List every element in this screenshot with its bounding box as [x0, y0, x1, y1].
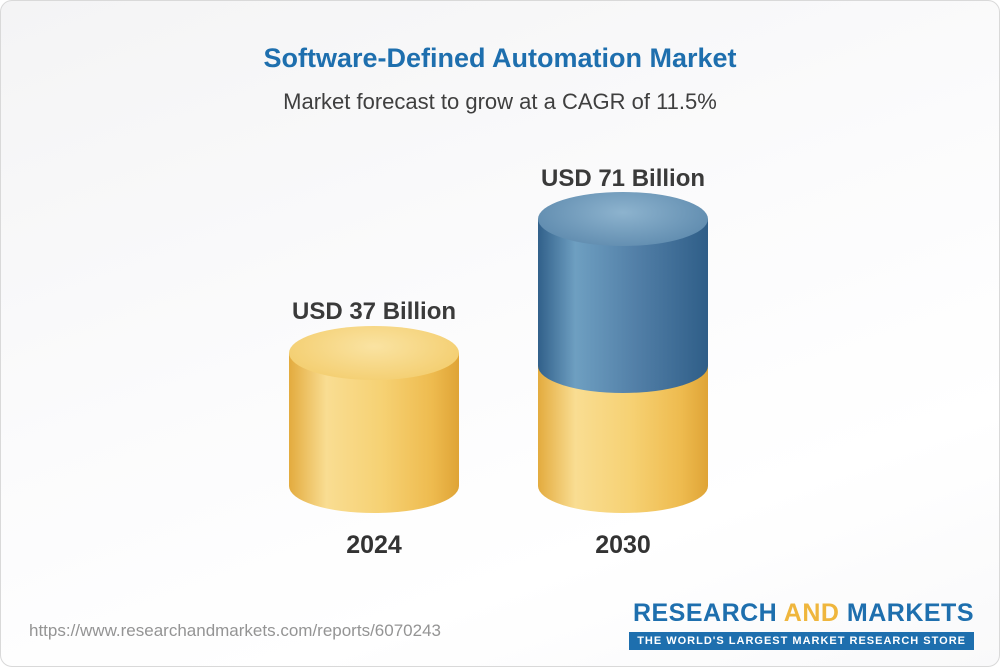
cylinder-2024-top — [289, 326, 459, 380]
axis-label-2024: 2024 — [346, 531, 402, 559]
value-label-2024: USD 37 Billion — [291, 298, 457, 325]
logo-word-and: AND — [783, 599, 840, 627]
logo-word-research: RESEARCH — [632, 599, 778, 627]
value-label-2030: USD 71 Billion — [540, 165, 706, 192]
chart-subtitle: Market forecast to grow at a CAGR of 11.… — [283, 89, 717, 114]
cylinder-2030-top — [538, 192, 708, 246]
chart-title: Software-Defined Automation Market — [263, 43, 737, 73]
footer-url: https://www.researchandmarkets.com/repor… — [29, 621, 441, 640]
logo-word-markets: MARKETS — [846, 599, 974, 627]
axis-label-2030: 2030 — [595, 531, 651, 559]
logo-wordmark: RESEARCH AND MARKETS — [629, 599, 974, 628]
research-and-markets-logo: RESEARCH AND MARKETS THE WORLD'S LARGEST… — [629, 599, 974, 650]
cylinder-2030-growth-segment — [538, 219, 708, 393]
logo-tagline: THE WORLD'S LARGEST MARKET RESEARCH STOR… — [629, 632, 974, 650]
